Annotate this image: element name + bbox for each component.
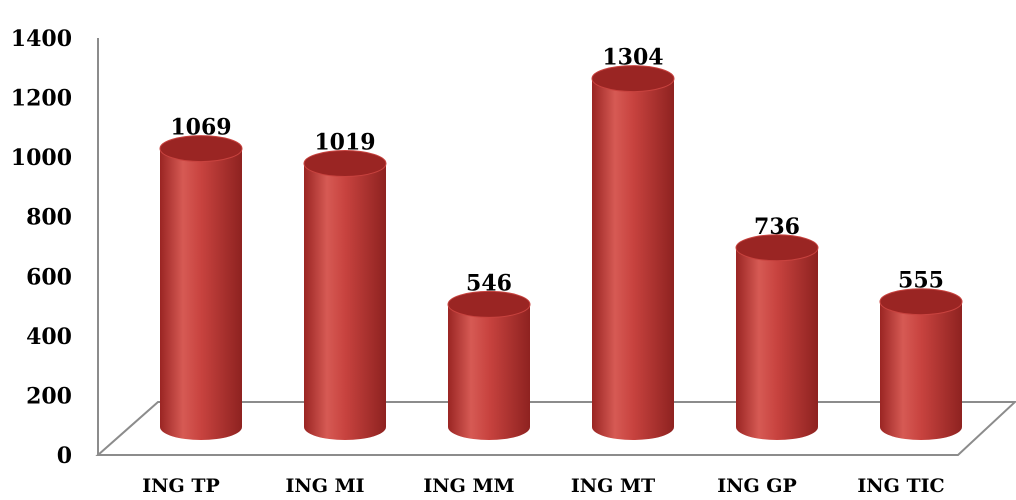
chart-axes <box>95 38 1016 456</box>
y-tick-label: 0 <box>57 443 72 469</box>
bar <box>159 135 243 440</box>
y-tick-label: 1000 <box>11 145 72 171</box>
bar <box>447 290 531 440</box>
data-label: 555 <box>898 268 944 294</box>
bar-body <box>448 304 530 440</box>
bar-top <box>447 290 531 318</box>
chart-floor <box>95 401 1016 456</box>
x-tick-label: ING TIC <box>857 475 944 497</box>
category-labels: ING TP ING MI ING MM ING MT ING GP ING TIC <box>142 475 944 497</box>
y-tick-label: 800 <box>26 205 72 231</box>
bar-top <box>879 288 963 316</box>
bar-top <box>735 234 819 262</box>
bars <box>159 65 963 440</box>
x-tick-label: ING MT <box>571 475 655 497</box>
y-tick-label: 200 <box>26 383 72 409</box>
y-tick-labels: 0 200 400 600 800 1000 1200 1400 <box>11 26 72 469</box>
bar <box>591 65 675 440</box>
data-labels: 1069 1019 546 1304 736 555 <box>170 45 944 297</box>
data-label: 736 <box>754 214 800 240</box>
bar-top <box>591 65 675 93</box>
x-tick-label: ING MM <box>423 475 514 497</box>
data-label: 1069 <box>170 115 231 141</box>
y-tick-label: 1200 <box>11 86 72 112</box>
y-tick-label: 600 <box>26 264 72 290</box>
bar-body <box>880 301 962 440</box>
bar-top <box>159 135 243 163</box>
data-label: 546 <box>466 270 512 296</box>
bar <box>735 234 819 440</box>
y-tick-label: 1400 <box>11 26 72 52</box>
bar <box>303 149 387 440</box>
bar-body <box>160 148 242 440</box>
bar-body <box>304 163 386 440</box>
x-tick-label: ING MI <box>285 475 364 497</box>
y-tick-label: 400 <box>26 324 72 350</box>
bar-body <box>592 78 674 440</box>
x-tick-label: ING GP <box>717 475 797 497</box>
data-label: 1019 <box>314 129 375 155</box>
bar-top <box>303 149 387 177</box>
x-tick-label: ING TP <box>142 475 220 497</box>
bar-body <box>736 247 818 440</box>
data-label: 1304 <box>602 45 663 71</box>
bar <box>879 288 963 440</box>
